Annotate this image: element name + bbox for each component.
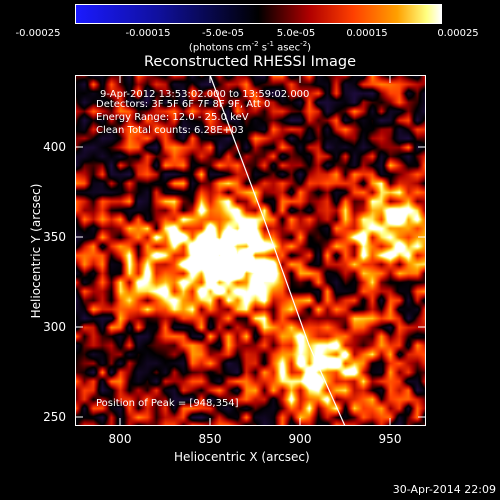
timestamp: 30-Apr-2014 22:09 [392,483,496,496]
peak-position: Position of Peak = [948,354] [96,398,239,409]
colorbar [75,4,442,24]
colorbar-tick: 0.00015 [346,28,388,39]
clean-info: Clean Total counts: 6.28E+03 [96,125,244,136]
plot-frame [75,75,426,426]
plot-overlay [75,75,426,426]
energy-range: Energy Range: 12.0 - 25.0 keV [96,112,249,123]
colorbar-tick: 5.0e-05 [276,28,316,39]
detectors: Detectors: 3F 5F 6F 7F 8F 9F, Att 0 [96,99,271,110]
colorbar-tick: -0.00025 [15,28,61,39]
y-tick-label: 250 [43,410,66,424]
x-tick-label: 900 [288,432,312,446]
x-tick-label: 850 [198,432,222,446]
colorbar-units: (photons cm-2 s-1 asec-2) [188,40,312,54]
x-tick-label: 800 [108,432,132,446]
time-range: 9-Apr-2012 13:53:02.000 to 13:59:02.000 [100,89,310,100]
colorbar-tick: -5.0e-05 [202,28,244,39]
plot-area [75,75,426,426]
y-tick-label: 350 [43,230,66,244]
x-tick-label: 950 [378,432,402,446]
colorbar-tick: -0.00015 [125,28,171,39]
chart-title: Reconstructed RHESSI Image [143,54,356,70]
y-tick-label: 300 [43,320,66,334]
colorbar-tick: 0.00025 [437,28,479,39]
solar-limb-line [209,75,346,426]
y-tick-label: 400 [43,140,66,154]
x-axis-title: Heliocentric X (arcsec) [174,450,310,464]
heatmap-image [75,75,426,426]
y-axis-title: Heliocentric Y (arcsec) [29,183,43,319]
